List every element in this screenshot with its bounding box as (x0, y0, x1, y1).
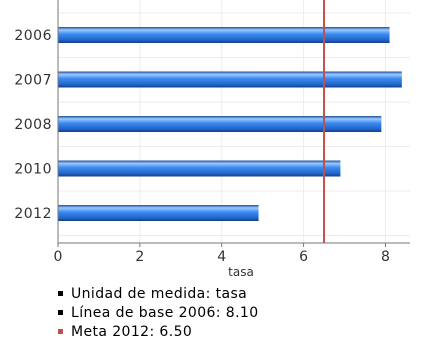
legend-swatch (58, 310, 63, 315)
category-label: 2008 (14, 117, 52, 133)
x-tick-label: 4 (217, 249, 226, 265)
x-axis-label: tasa (228, 265, 254, 279)
bar (58, 160, 341, 177)
legend: Unidad de medida: tasa Línea de base 200… (58, 284, 259, 341)
legend-label: Unidad de medida: tasa (71, 285, 248, 302)
legend-label: Línea de base 2006: 8.10 (71, 304, 259, 321)
bar-chart: 2006 2007 2008 2010 2012 0 2 4 6 8 tasa (14, 0, 410, 279)
category-label: 2010 (14, 162, 52, 178)
x-tick-label: 6 (299, 249, 308, 265)
category-label: 2006 (14, 28, 52, 44)
x-tick-label: 8 (381, 249, 390, 265)
legend-swatch (58, 291, 63, 296)
legend-swatch (58, 329, 63, 334)
x-tick-label: 0 (54, 249, 63, 265)
axes-group: 2006 2007 2008 2010 2012 0 2 4 6 8 tasa (14, 0, 410, 279)
legend-label: Meta 2012: 6.50 (71, 323, 193, 340)
bar (58, 116, 382, 132)
bars-group (58, 27, 402, 221)
category-label: 2007 (14, 73, 52, 89)
bar (58, 205, 259, 221)
category-label: 2012 (14, 206, 52, 222)
legend-item-unit: Unidad de medida: tasa (58, 284, 259, 303)
x-tick-label: 2 (135, 249, 144, 265)
legend-item-baseline: Línea de base 2006: 8.10 (58, 303, 259, 322)
legend-item-goal: Meta 2012: 6.50 (58, 322, 259, 341)
bar (58, 71, 402, 88)
bar (58, 27, 390, 43)
